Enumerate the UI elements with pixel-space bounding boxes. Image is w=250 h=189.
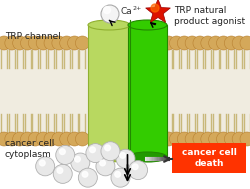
Circle shape — [36, 157, 54, 176]
Circle shape — [20, 132, 34, 146]
Polygon shape — [145, 0, 170, 22]
Text: 2+: 2+ — [132, 6, 142, 12]
Circle shape — [5, 36, 19, 50]
Text: TRP natural
product agonist: TRP natural product agonist — [173, 6, 244, 26]
Bar — [0, 43, 250, 139]
Circle shape — [28, 132, 42, 146]
FancyArrowPatch shape — [150, 23, 155, 27]
Circle shape — [100, 5, 118, 23]
Circle shape — [239, 36, 250, 50]
Circle shape — [216, 132, 230, 146]
Circle shape — [103, 6, 110, 13]
Circle shape — [132, 164, 138, 170]
Circle shape — [231, 132, 245, 146]
Ellipse shape — [128, 152, 166, 162]
Bar — [171, 143, 245, 173]
Text: Ca: Ca — [120, 8, 132, 16]
Circle shape — [39, 160, 45, 166]
Bar — [88, 25, 130, 157]
Ellipse shape — [88, 20, 130, 30]
Circle shape — [70, 153, 90, 172]
Circle shape — [75, 132, 89, 146]
Circle shape — [161, 36, 175, 50]
Circle shape — [36, 132, 50, 146]
Circle shape — [192, 36, 206, 50]
Circle shape — [239, 132, 250, 146]
Circle shape — [89, 147, 95, 153]
Circle shape — [169, 132, 183, 146]
Circle shape — [82, 171, 87, 177]
Circle shape — [36, 36, 50, 50]
Circle shape — [28, 36, 42, 50]
Circle shape — [114, 171, 120, 177]
Circle shape — [176, 36, 190, 50]
Circle shape — [224, 132, 237, 146]
Circle shape — [52, 36, 66, 50]
Circle shape — [100, 142, 119, 161]
Circle shape — [128, 161, 147, 180]
Circle shape — [74, 156, 80, 162]
Circle shape — [57, 168, 62, 173]
FancyArrowPatch shape — [109, 20, 114, 26]
Circle shape — [13, 132, 26, 146]
Circle shape — [150, 4, 158, 12]
Circle shape — [52, 132, 66, 146]
Circle shape — [0, 36, 11, 50]
Text: cancer cell
death: cancer cell death — [181, 148, 236, 168]
Bar — [128, 25, 166, 157]
Ellipse shape — [128, 20, 166, 30]
Circle shape — [78, 168, 97, 187]
Circle shape — [67, 132, 81, 146]
Circle shape — [208, 132, 222, 146]
Circle shape — [208, 36, 222, 50]
Circle shape — [60, 36, 74, 50]
Circle shape — [13, 36, 26, 50]
Ellipse shape — [88, 152, 130, 162]
Circle shape — [224, 36, 237, 50]
Circle shape — [192, 132, 206, 146]
Circle shape — [110, 168, 130, 187]
Circle shape — [59, 149, 65, 154]
Circle shape — [176, 132, 190, 146]
Circle shape — [44, 132, 58, 146]
Text: cancer cell
cytoplasm: cancer cell cytoplasm — [5, 139, 54, 159]
Circle shape — [96, 157, 114, 176]
Circle shape — [184, 36, 198, 50]
Circle shape — [116, 149, 134, 168]
Circle shape — [169, 36, 183, 50]
Circle shape — [119, 153, 125, 158]
Circle shape — [53, 164, 72, 183]
Circle shape — [99, 160, 105, 166]
Circle shape — [60, 132, 74, 146]
Circle shape — [67, 36, 81, 50]
Circle shape — [20, 36, 34, 50]
Circle shape — [216, 36, 230, 50]
Circle shape — [44, 36, 58, 50]
Circle shape — [104, 145, 110, 151]
Circle shape — [75, 36, 89, 50]
Circle shape — [5, 132, 19, 146]
Circle shape — [200, 36, 214, 50]
Circle shape — [184, 132, 198, 146]
Text: TRP channel: TRP channel — [5, 32, 61, 41]
Circle shape — [231, 36, 245, 50]
Circle shape — [56, 146, 74, 164]
Circle shape — [0, 132, 11, 146]
Circle shape — [161, 132, 175, 146]
Circle shape — [200, 132, 214, 146]
Circle shape — [86, 144, 104, 163]
